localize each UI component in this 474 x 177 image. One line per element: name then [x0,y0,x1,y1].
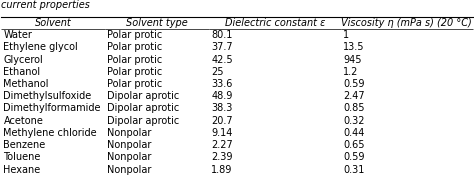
Text: current properties: current properties [1,1,90,10]
